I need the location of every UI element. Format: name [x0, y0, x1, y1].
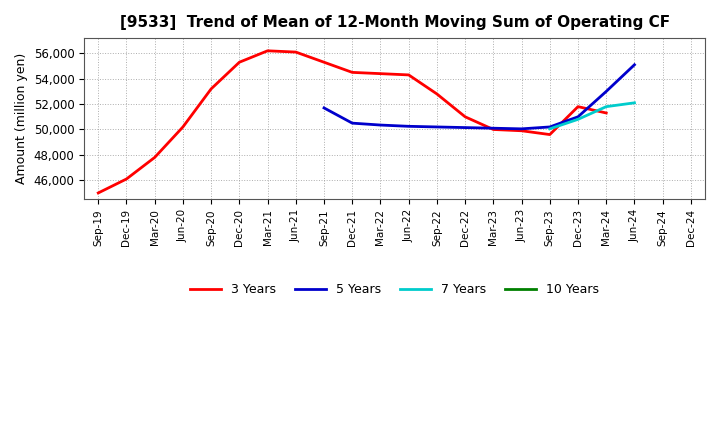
- 3 Years: [376, 71, 384, 76]
- 5 Years: [405, 124, 413, 129]
- 3 Years: [122, 176, 131, 182]
- 5 Years: [348, 121, 356, 126]
- 5 Years: [517, 126, 526, 132]
- 3 Years: [517, 128, 526, 133]
- 5 Years: [376, 122, 384, 128]
- Title: [9533]  Trend of Mean of 12-Month Moving Sum of Operating CF: [9533] Trend of Mean of 12-Month Moving …: [120, 15, 670, 30]
- 7 Years: [574, 117, 582, 122]
- 3 Years: [461, 114, 469, 119]
- 3 Years: [348, 70, 356, 75]
- 5 Years: [320, 105, 328, 110]
- 3 Years: [546, 132, 554, 137]
- 3 Years: [320, 59, 328, 65]
- 7 Years: [546, 126, 554, 132]
- Line: 7 Years: 7 Years: [550, 103, 634, 129]
- 3 Years: [405, 72, 413, 77]
- 3 Years: [292, 49, 300, 55]
- 7 Years: [630, 100, 639, 106]
- 3 Years: [235, 59, 243, 65]
- 3 Years: [207, 86, 215, 92]
- 3 Years: [179, 125, 187, 130]
- Y-axis label: Amount (million yen): Amount (million yen): [15, 53, 28, 184]
- 3 Years: [574, 104, 582, 109]
- Line: 5 Years: 5 Years: [324, 65, 634, 129]
- 3 Years: [489, 127, 498, 132]
- 3 Years: [602, 110, 611, 116]
- 5 Years: [602, 89, 611, 94]
- 5 Years: [433, 125, 441, 130]
- 5 Years: [574, 114, 582, 119]
- 3 Years: [94, 191, 102, 196]
- Legend: 3 Years, 5 Years, 7 Years, 10 Years: 3 Years, 5 Years, 7 Years, 10 Years: [185, 278, 604, 301]
- 3 Years: [264, 48, 272, 53]
- 3 Years: [433, 92, 441, 97]
- 7 Years: [602, 104, 611, 109]
- 3 Years: [150, 155, 159, 160]
- 5 Years: [461, 125, 469, 130]
- 5 Years: [489, 125, 498, 131]
- 5 Years: [630, 62, 639, 67]
- Line: 3 Years: 3 Years: [98, 51, 606, 193]
- 5 Years: [546, 125, 554, 130]
